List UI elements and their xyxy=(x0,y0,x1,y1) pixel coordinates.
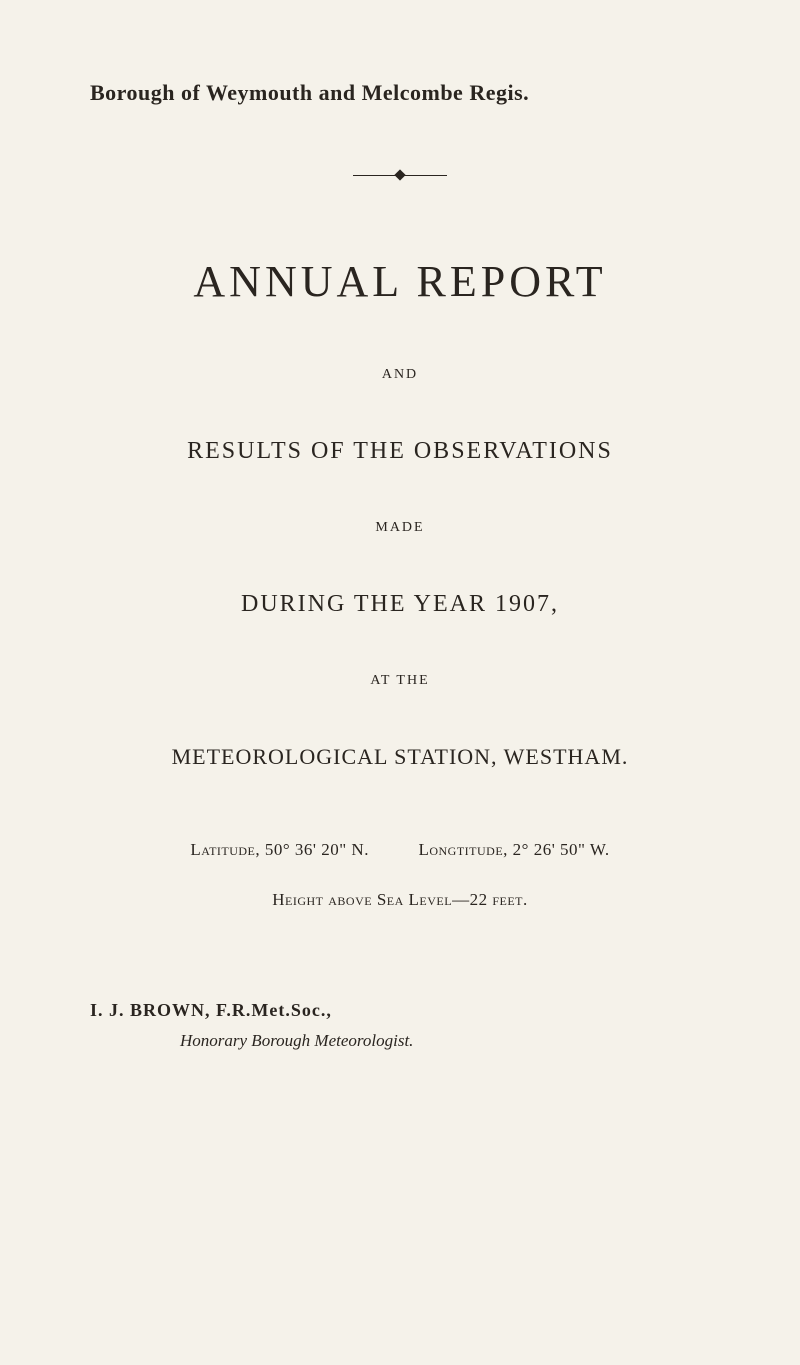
year-line: DURING THE YEAR 1907, xyxy=(90,591,710,618)
results-subtitle: RESULTS OF THE OBSERVATIONS xyxy=(90,438,710,465)
and-text: AND xyxy=(90,367,710,383)
divider-line-left xyxy=(353,175,398,176)
coordinates-line: Latitude, 50° 36' 20" N. Longtitude, 2° … xyxy=(90,840,710,860)
longitude-text: Longtitude, 2° 26' 50" W. xyxy=(418,840,609,859)
height-line: Height above Sea Level—22 feet. xyxy=(90,890,710,910)
borough-header: Borough of Weymouth and Melcombe Regis. xyxy=(90,80,710,106)
made-text: MADE xyxy=(90,520,710,536)
author-title: Honorary Borough Meteorologist. xyxy=(90,1031,710,1051)
at-the-text: AT THE xyxy=(90,673,710,689)
divider-line-right xyxy=(402,175,447,176)
latitude-text: Latitude, 50° 36' 20" N. xyxy=(190,840,369,859)
divider-diamond xyxy=(394,170,405,181)
station-line: METEOROLOGICAL STATION, WESTHAM. xyxy=(90,744,710,770)
ornamental-divider xyxy=(90,166,710,186)
author-name: I. J. BROWN, F.R.Met.Soc., xyxy=(90,1000,710,1021)
main-title: ANNUAL REPORT xyxy=(90,256,710,307)
